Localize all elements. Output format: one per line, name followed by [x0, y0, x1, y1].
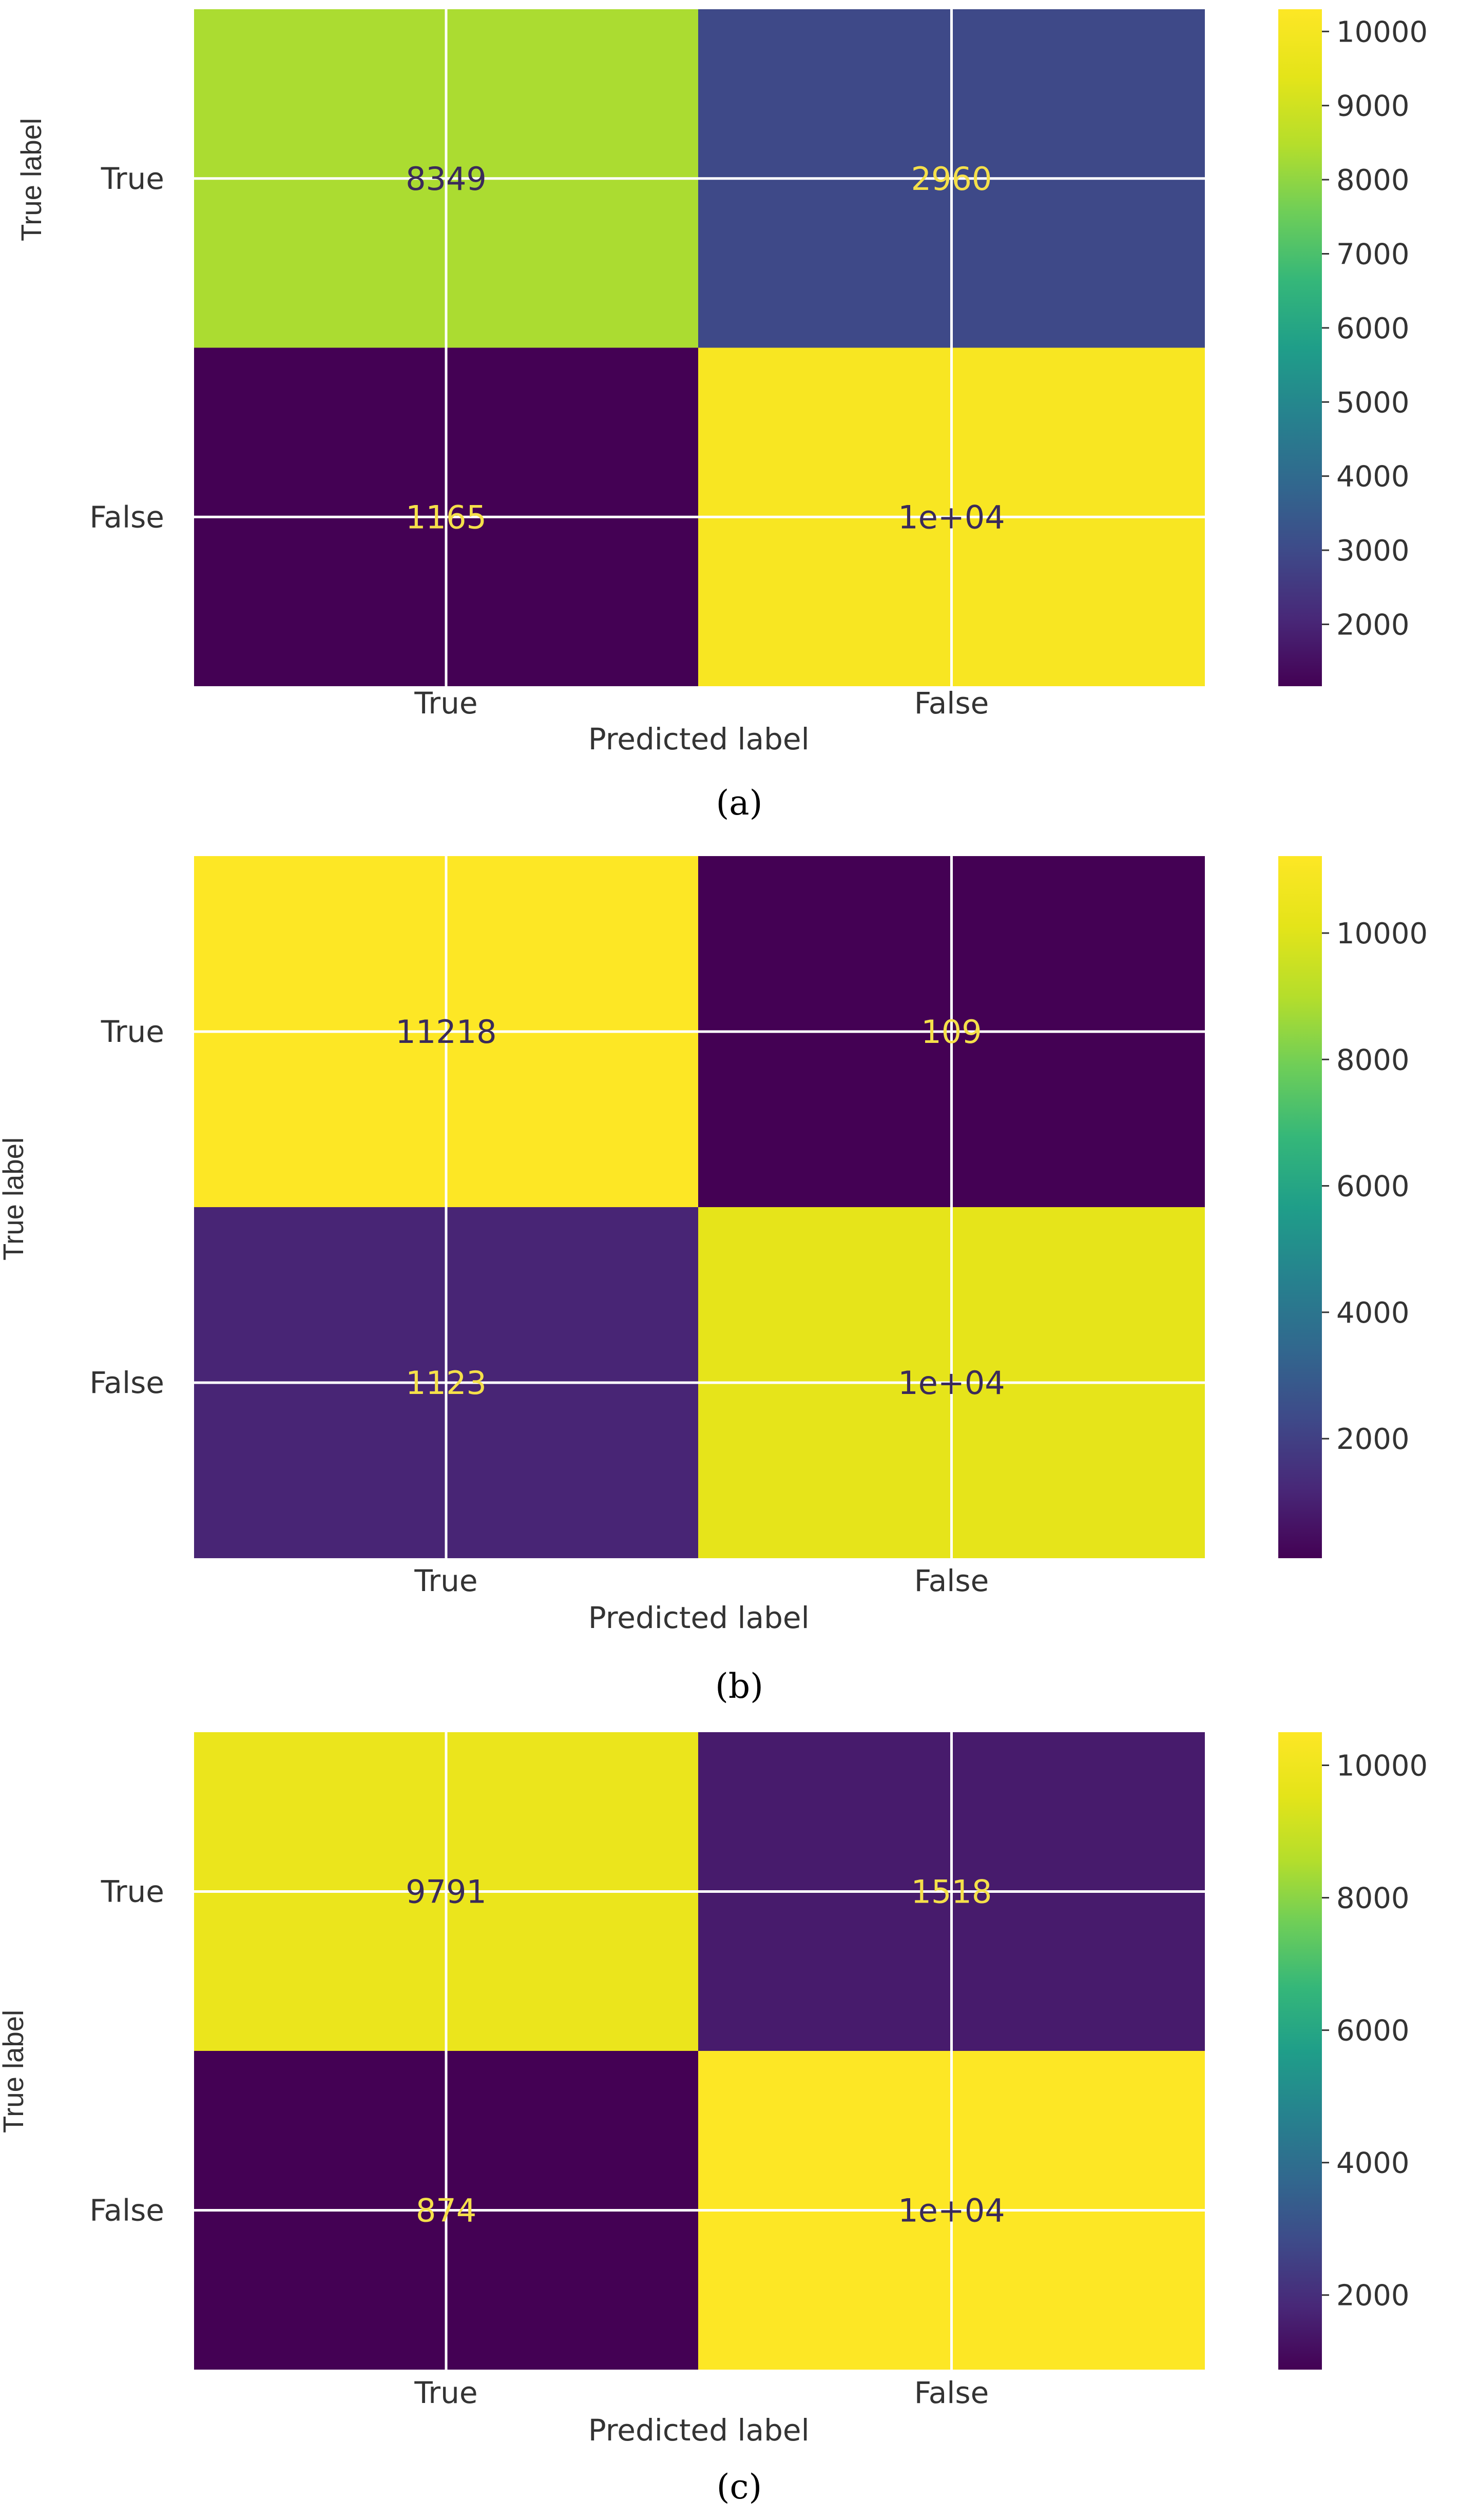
x-axis-label: Predicted label: [588, 1600, 810, 1635]
x-tick-label: False: [914, 1563, 989, 1598]
cell-value-label: 11218: [395, 1013, 496, 1051]
colorbar-tick-label: 10000: [1336, 15, 1428, 49]
x-tick-label: True: [414, 1563, 477, 1598]
confusion-matrix-panel: 11218 109 1123 1e+04 True False True False Predi…: [0, 856, 1428, 1706]
y-tick-label: False: [89, 1365, 164, 1400]
colorbar: [1278, 856, 1322, 1558]
colorbar-tick-label: 2000: [1336, 608, 1410, 642]
x-axis-label: Predicted label: [588, 722, 810, 757]
colorbar-tick-label: 8000: [1336, 164, 1410, 197]
confusion-matrix-panel: 8349 2960 1165 1e+04 True False True False Predi…: [15, 9, 1428, 823]
cell-value-label: 109: [921, 1013, 982, 1051]
colorbar-tick-label: 6000: [1336, 1170, 1410, 1204]
cell-value-label: 1518: [911, 1873, 992, 1911]
colorbar-tick-label: 6000: [1336, 2014, 1410, 2048]
colorbar-tick-label: 4000: [1336, 460, 1410, 494]
colorbar: [1278, 1732, 1322, 2370]
cell-value-label: 1e+04: [898, 498, 1005, 536]
x-tick-label: True: [414, 686, 477, 721]
y-tick-label: True: [101, 1014, 164, 1049]
colorbar-tick-label: 3000: [1336, 534, 1410, 568]
y-tick-label: True: [101, 161, 164, 196]
colorbar-tick-label: 2000: [1336, 1423, 1410, 1456]
colorbar-tick-label: 7000: [1336, 238, 1410, 271]
colorbar-tick-label: 4000: [1336, 1296, 1410, 1330]
y-axis-label: True label: [15, 118, 47, 241]
x-axis-label: Predicted label: [588, 2413, 810, 2448]
cell-value-label: 1123: [406, 1364, 487, 1402]
y-axis-label: True label: [0, 1137, 29, 1261]
cell-value-label: 1e+04: [898, 1364, 1005, 1402]
confusion-matrix-panel: 9791 1518 874 1e+04 True False True False Predic…: [0, 1732, 1428, 2507]
cell-value-label: 8349: [406, 160, 487, 198]
figure-caption: (a): [716, 783, 763, 823]
y-axis-label: True label: [0, 2010, 29, 2133]
x-tick-label: False: [914, 2375, 989, 2410]
cell-value-label: 9791: [406, 1873, 487, 1911]
colorbar-tick-label: 8000: [1336, 1882, 1410, 1915]
colorbar-tick-label: 6000: [1336, 312, 1410, 345]
colorbar-tick-label: 9000: [1336, 90, 1410, 123]
y-tick-label: True: [101, 1874, 164, 1909]
y-tick-label: False: [89, 2193, 164, 2228]
cell-value-label: 1e+04: [898, 2192, 1005, 2230]
cell-value-label: 874: [416, 2192, 476, 2230]
colorbar-tick-label: 10000: [1336, 1750, 1428, 1783]
figure-caption: (b): [715, 1666, 763, 1706]
colorbar-tick-label: 8000: [1336, 1043, 1410, 1077]
colorbar-tick-label: 4000: [1336, 2147, 1410, 2180]
colorbar-tick-label: 5000: [1336, 386, 1410, 419]
y-tick-label: False: [89, 499, 164, 534]
x-tick-label: False: [914, 686, 989, 721]
colorbar-tick-label: 10000: [1336, 917, 1428, 951]
cell-value-label: 1165: [406, 498, 487, 536]
cell-value-label: 2960: [911, 160, 992, 198]
figure-caption: (c): [717, 2467, 762, 2507]
colorbar: [1278, 9, 1322, 686]
colorbar-tick-label: 2000: [1336, 2279, 1410, 2313]
x-tick-label: True: [414, 2375, 477, 2410]
